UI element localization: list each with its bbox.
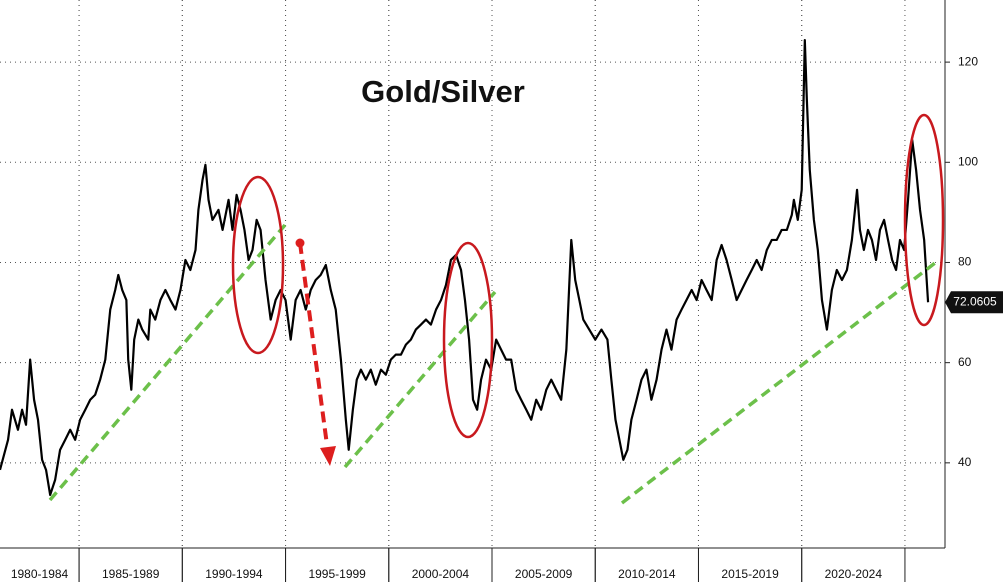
y-tick-label: 40 [958,455,972,469]
arrow-shaft [298,242,329,446]
x-band-label: 1985-1989 [102,567,160,581]
last-value-label: 72.0605 [953,294,997,308]
x-band-label: 2015-2019 [721,567,779,581]
x-band-label: 2005-2009 [515,567,573,581]
x-band-label: 1980-1984 [11,567,69,581]
annotations [48,113,945,505]
data-line [0,38,930,496]
highlight-ellipse [903,113,945,327]
x-band-label: 1990-1994 [205,567,263,581]
x-band-label: 2000-2004 [412,567,470,581]
highlight-ellipse [231,175,285,355]
y-tick-label: 120 [958,54,978,68]
highlight-ellipse [442,241,494,439]
x-band-label: 2020-2024 [825,567,883,581]
last-value-box [945,291,1003,314]
trend-line [343,290,497,469]
trend-line [48,223,287,502]
chart-title: Gold/Silver [361,74,525,109]
y-tick-label: 100 [958,154,978,168]
y-tick-label: 80 [958,255,972,269]
x-band-label: 2010-2014 [618,567,676,581]
x-band-label: 1995-1999 [308,567,366,581]
trend-line [620,261,937,505]
arrow-head [320,446,336,466]
y-tick-label: 60 [958,355,972,369]
